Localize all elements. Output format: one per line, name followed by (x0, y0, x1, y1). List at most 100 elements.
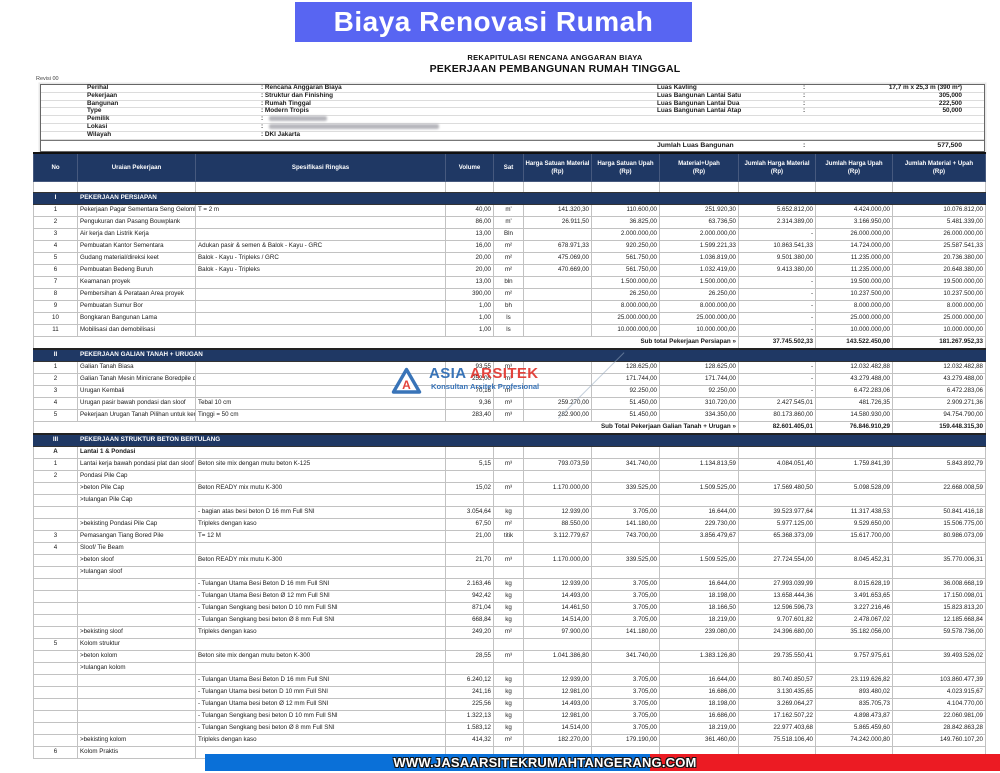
cell-harga-satuan-material: 470.669,00 (523, 264, 592, 277)
watermark-brand: ASIA ARSITEK (429, 365, 539, 382)
spacer-cell (591, 181, 660, 193)
cell-harga-satuan-upah: 561.750,00 (591, 264, 660, 277)
cell-spesifikasi: T = 2 m (195, 204, 446, 217)
cell-no: 5 (33, 638, 78, 651)
cell-spesifikasi: - Tulangan Utama Besi Beton D 16 mm Full… (195, 578, 446, 591)
cell-no (33, 686, 78, 699)
cell-no (33, 578, 78, 591)
cell-spesifikasi: Balok - Kayu - Tripleks (195, 264, 446, 277)
cell-harga-satuan-upah: 3.705,00 (591, 698, 660, 711)
cell-volume: 2.163,46 (445, 578, 494, 591)
col-header-6: Harga Satuan Upah (Rp) (591, 152, 660, 182)
info-row: Lokasi: (41, 123, 984, 132)
cell-sat: m³ (493, 554, 524, 567)
spacer-cell (77, 181, 196, 193)
cell-jumlah-harga-upah: 2.478.067,02 (815, 614, 893, 627)
cell-harga-satuan-upah: 179.190,00 (591, 734, 660, 747)
cell-material-upah: 92.250,00 (659, 385, 739, 398)
cell-jumlah-material-upah: 10.000.000,00 (892, 324, 986, 337)
info-block: Perihal: Rencana Anggaran Biaya Luas Kavl… (40, 84, 985, 152)
cell-jumlah-material-upah (892, 638, 986, 651)
table-row: 4 Sloof/ Tie Beam (33, 542, 986, 555)
cell-harga-satuan-upah: 92.250,00 (591, 385, 660, 398)
cell-material-upah (659, 542, 739, 555)
cell-sat: bln (493, 276, 524, 289)
cell-volume: 5,15 (445, 458, 494, 471)
table-row: >bekisting kolom Tripleks dengan kaso 414,… (33, 734, 986, 747)
info-value: : Modern Tropis (261, 107, 309, 115)
cell-jumlah-harga-upah (815, 662, 893, 675)
cell-spesifikasi: - bagian atas besi beton D 16 mm Full SN… (195, 506, 446, 519)
cell-jumlah-harga-upah: 4.898.473,87 (815, 710, 893, 723)
cell-sat: ls (493, 312, 524, 325)
section-row: II PEKERJAAN GALIAN TANAH + URUGAN (33, 348, 986, 362)
cell-harga-satuan-material: 26.911,50 (523, 216, 592, 229)
cell-uraian: Gudang material/direksi keet (77, 252, 196, 265)
cell-harga-satuan-material: 14.493,00 (523, 590, 592, 603)
cell-volume: 225,56 (445, 698, 494, 711)
cell-jumlah-harga-material: - (738, 288, 816, 301)
revision-label: Revisi 00 (36, 76, 59, 82)
cell-jumlah-harga-material (738, 470, 816, 483)
table-row: 8 Pembersihan & Perataan Area proyek 390,0… (33, 288, 986, 301)
cell-uraian: >tulangan kolom (77, 662, 196, 675)
info-row: Perihal: Rencana Anggaran Biaya Luas Kavl… (41, 84, 984, 93)
cell-spesifikasi (195, 662, 446, 675)
spacer-row (33, 181, 986, 193)
cell-material-upah (659, 494, 739, 507)
cell-material-upah: 26.250,00 (659, 288, 739, 301)
info-label: Pemilik (87, 115, 110, 123)
cell-sat: m² (493, 252, 524, 265)
cell-section-label: PEKERJAAN PERSIAPAN (77, 192, 986, 205)
cell-sat: kg (493, 578, 524, 591)
table-row: - Tulangan Sengkang besi beton D 10 mm F… (33, 710, 986, 723)
cell-sat: kg (493, 710, 524, 723)
col-header-label: Jumlah Material + Upah (904, 159, 974, 167)
cell-jumlah-material-upah: 25.000.000,00 (892, 312, 986, 325)
cell-jumlah-harga-material: - (738, 373, 816, 386)
info-label: Luas Kavling (657, 84, 697, 91)
cell-spesifikasi (195, 312, 446, 325)
cell-jumlah-harga-upah: 481.726,35 (815, 397, 893, 410)
cell-jumlah-harga-upah: 23.119.626,82 (815, 674, 893, 687)
cell-uraian (77, 578, 196, 591)
footer-bar-blue (205, 754, 650, 771)
cell-jumlah-material-upah (892, 542, 986, 555)
cell-harga-satuan-material: 1.041.386,80 (523, 650, 592, 663)
col-header-label: Jumlah Harga Material (744, 159, 810, 167)
cell-jumlah-material-upah: 22.668.008,59 (892, 482, 986, 495)
cell-jumlah-material-upah: 35.770.006,31 (892, 554, 986, 567)
cell-material-upah (659, 638, 739, 651)
cell-harga-satuan-material (523, 662, 592, 675)
cell-harga-satuan-upah: 341.740,00 (591, 650, 660, 663)
cell-uraian (77, 686, 196, 699)
cell-material-upah: 18.198,00 (659, 590, 739, 603)
cell-no (33, 734, 78, 747)
cell-jumlah-material-upah: 19.500.000,00 (892, 276, 986, 289)
cell-no: 9 (33, 300, 78, 313)
cell-harga-satuan-upah: 743.700,00 (591, 530, 660, 543)
cell-uraian: >beton Pile Cap (77, 482, 196, 495)
cell-no (33, 482, 78, 495)
cell-jumlah-material-upah: 6.472.283,06 (892, 385, 986, 398)
cell-jumlah-harga-material: 80.173.860,00 (738, 409, 816, 422)
cell-harga-satuan-material (523, 494, 592, 507)
cell-harga-satuan-upah: 1.500.000,00 (591, 276, 660, 289)
cell-harga-satuan-material: 3.112.779,67 (523, 530, 592, 543)
rab-table: No Uraian Pekerjaan Spesifikasi Ringkas Vol… (33, 152, 986, 759)
table-row: 11 Mobilisasi dan demobilisasi 1,00 ls 10.00… (33, 324, 986, 337)
cell-no: 8 (33, 288, 78, 301)
cell-jumlah-harga-material: 13.658.444,36 (738, 590, 816, 603)
cell-jumlah-harga-material (738, 662, 816, 675)
table-row: 1 Pekerjaan Pagar Sementara Seng Gelomban… (33, 204, 986, 217)
cell-harga-satuan-upah: 3.705,00 (591, 602, 660, 615)
cell-volume: 20,00 (445, 264, 494, 277)
table-row: >tulangan kolom (33, 662, 986, 675)
cell-spesifikasi: - Tulangan Utama besi beton D 10 mm Full… (195, 686, 446, 699)
table-row: 3 Air kerja dan Listrik Kerja 13,00 Bln 2.00… (33, 228, 986, 241)
cell-harga-satuan-material (523, 288, 592, 301)
cell-jumlah-harga-material: - (738, 312, 816, 325)
cell-spesifikasi (195, 324, 446, 337)
cell-no (33, 602, 78, 615)
